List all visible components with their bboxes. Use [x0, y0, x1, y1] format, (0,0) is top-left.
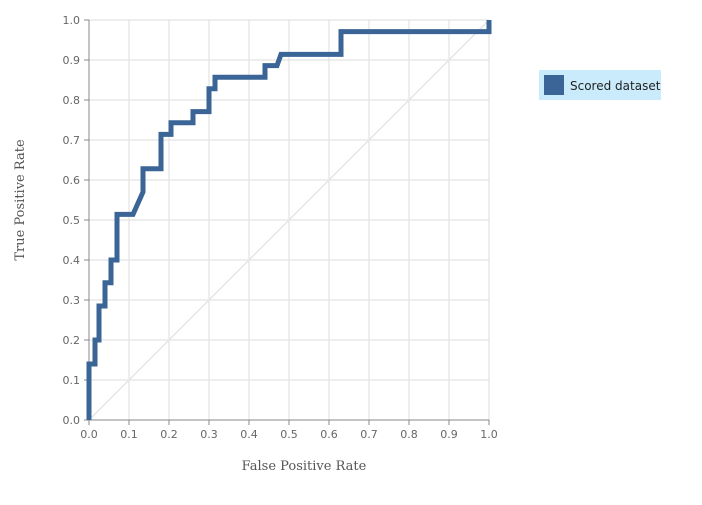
roc-curve-line	[86, 20, 492, 420]
legend[interactable]: Scored dataset	[539, 70, 661, 100]
y-tick-label: 0.8	[63, 94, 81, 107]
y-tick-label: 0.6	[63, 174, 81, 187]
x-tick-label: 0.5	[280, 428, 298, 441]
tick-labels: 0.0 0.1 0.2 0.3 0.4 0.5 0.6 0.7 0.8 0.9 1.0 0.0 0.1 0…	[63, 14, 498, 441]
x-tick-label: 1.0	[480, 428, 498, 441]
x-tick-label: 0.1	[120, 428, 138, 441]
y-tick-label: 0.2	[63, 334, 81, 347]
x-tick-label: 0.2	[160, 428, 178, 441]
y-axis-label: True Positive Rate	[13, 139, 28, 261]
y-tick-label: 0.9	[63, 54, 81, 67]
y-tick-label: 0.0	[63, 414, 81, 427]
x-tick-label: 0.4	[240, 428, 258, 441]
x-tick-label: 0.3	[200, 428, 218, 441]
legend-label: Scored dataset	[570, 79, 661, 93]
x-tick-label: 0.8	[400, 428, 418, 441]
y-tick-label: 1.0	[63, 14, 81, 27]
random-baseline-line	[88, 19, 490, 421]
y-tick-label: 0.3	[63, 294, 81, 307]
y-tick-label: 0.5	[63, 214, 81, 227]
x-tick-label: 0.7	[360, 428, 378, 441]
x-tick-label: 0.6	[320, 428, 338, 441]
y-tick-label: 0.1	[63, 374, 81, 387]
y-tick-label: 0.7	[63, 134, 81, 147]
legend-swatch	[544, 75, 564, 95]
x-tick-label: 0.9	[440, 428, 458, 441]
axes	[88, 20, 489, 421]
x-tick-label: 0.0	[80, 428, 98, 441]
y-tick-label: 0.4	[63, 254, 81, 267]
x-axis-label: False Positive Rate	[242, 459, 367, 474]
